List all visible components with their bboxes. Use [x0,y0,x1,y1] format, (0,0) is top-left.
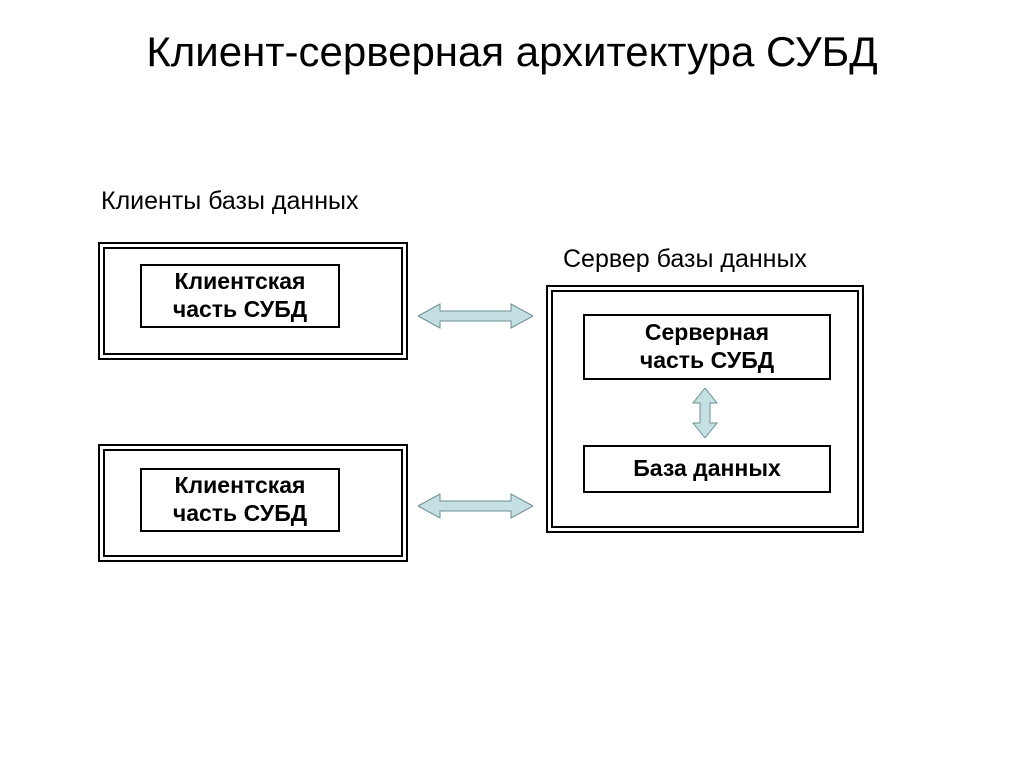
server-part-box-label: Сервернаячасть СУБД [640,319,774,374]
client-part-box-2-label: Клиентскаячасть СУБД [173,472,307,527]
arrow-client2-server [418,492,533,520]
server-label: Сервер базы данных [563,245,807,274]
arrow-client1-server [418,302,533,330]
client-part-box-1: Клиентскаячасть СУБД [140,264,340,328]
database-box: База данных [583,445,831,493]
database-box-label: База данных [633,455,781,483]
client-part-box-2: Клиентскаячасть СУБД [140,468,340,532]
arrow-serverpart-database [691,388,719,438]
client-part-box-1-label: Клиентскаячасть СУБД [173,268,307,323]
slide-title: Клиент-серверная архитектура СУБД [0,28,1024,76]
clients-label: Клиенты базы данных [101,187,359,216]
slide: Клиент-серверная архитектура СУБД Клиент… [0,0,1024,767]
server-part-box: Сервернаячасть СУБД [583,314,831,380]
